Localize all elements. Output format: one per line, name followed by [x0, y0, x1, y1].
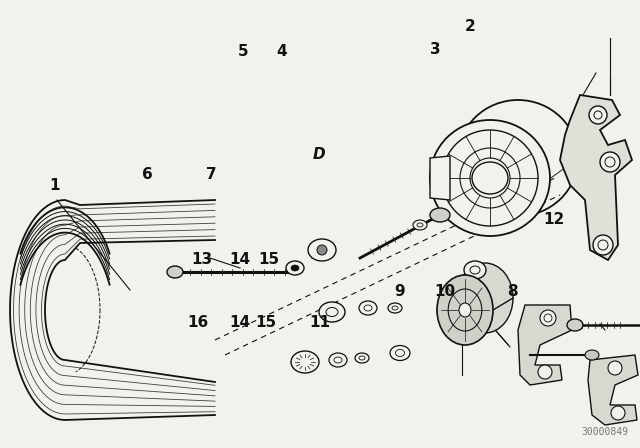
Ellipse shape [457, 263, 513, 333]
Text: 10: 10 [434, 284, 456, 299]
Ellipse shape [388, 303, 402, 313]
Text: 7: 7 [206, 167, 216, 182]
Text: 4: 4 [276, 44, 287, 59]
Ellipse shape [319, 302, 345, 322]
Text: 15: 15 [255, 315, 276, 330]
Ellipse shape [472, 162, 508, 194]
Ellipse shape [308, 239, 336, 261]
Ellipse shape [567, 319, 583, 331]
Ellipse shape [359, 301, 377, 315]
Text: 3: 3 [430, 42, 440, 57]
Circle shape [608, 361, 622, 375]
Ellipse shape [390, 345, 410, 361]
Circle shape [589, 106, 607, 124]
Text: 2: 2 [465, 19, 476, 34]
Text: 1: 1 [49, 178, 60, 194]
Text: 14: 14 [229, 252, 251, 267]
Text: 14: 14 [229, 315, 251, 330]
Text: 12: 12 [543, 212, 564, 227]
Ellipse shape [464, 261, 486, 279]
Ellipse shape [430, 208, 450, 222]
Text: 5: 5 [238, 44, 248, 59]
Text: 6: 6 [142, 167, 152, 182]
Ellipse shape [355, 353, 369, 363]
Circle shape [611, 406, 625, 420]
Polygon shape [588, 355, 638, 425]
Text: 13: 13 [191, 252, 212, 267]
Ellipse shape [286, 261, 304, 275]
Ellipse shape [291, 351, 319, 373]
Circle shape [593, 235, 613, 255]
Circle shape [317, 245, 327, 255]
Text: 15: 15 [258, 252, 280, 267]
Text: 11: 11 [310, 315, 330, 330]
Text: 30000849: 30000849 [582, 427, 628, 437]
Ellipse shape [167, 266, 183, 278]
Ellipse shape [459, 303, 471, 317]
Ellipse shape [430, 120, 550, 236]
Circle shape [538, 365, 552, 379]
Ellipse shape [329, 353, 347, 367]
Polygon shape [518, 305, 572, 385]
Circle shape [600, 152, 620, 172]
Text: 8: 8 [507, 284, 517, 299]
Circle shape [540, 310, 556, 326]
Polygon shape [560, 95, 632, 260]
Text: 16: 16 [188, 315, 209, 330]
Ellipse shape [413, 220, 427, 230]
Ellipse shape [291, 265, 299, 271]
Ellipse shape [437, 275, 493, 345]
Text: 9: 9 [395, 284, 405, 299]
Polygon shape [430, 158, 578, 178]
Polygon shape [430, 156, 450, 200]
Ellipse shape [585, 350, 599, 360]
Text: D: D [312, 147, 325, 162]
